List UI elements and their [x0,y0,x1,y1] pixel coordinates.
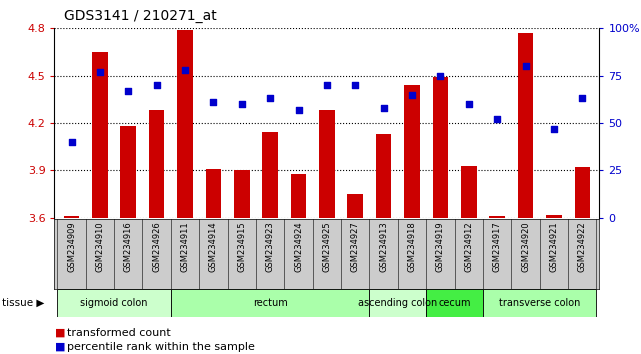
Text: GSM234911: GSM234911 [181,222,190,272]
Bar [92,52,108,218]
Point [435,73,445,79]
Text: GSM234910: GSM234910 [96,222,104,272]
Bar [206,169,221,218]
Bar [262,132,278,218]
Point [577,96,587,101]
Text: cecum: cecum [438,298,471,308]
Point [265,96,275,101]
Text: GSM234918: GSM234918 [408,222,417,272]
Text: ■: ■ [54,328,65,338]
Bar [404,85,420,218]
Text: GDS3141 / 210271_at: GDS3141 / 210271_at [64,9,217,23]
Point [123,88,133,94]
Bar [347,194,363,218]
Text: GSM234922: GSM234922 [578,222,587,272]
Bar [518,33,533,218]
Point [379,105,389,111]
Bar [234,170,249,218]
Text: sigmoid colon: sigmoid colon [80,298,148,308]
Bar [546,215,562,218]
Bar [426,289,483,317]
Bar [171,289,369,317]
Text: GSM234912: GSM234912 [464,222,473,272]
Point [151,82,162,88]
Text: GSM234925: GSM234925 [322,222,331,272]
Text: transverse colon: transverse colon [499,298,581,308]
Bar [369,289,426,317]
Point [322,82,332,88]
Text: transformed count: transformed count [67,328,171,338]
Text: ascending colon: ascending colon [358,298,437,308]
Bar [483,289,597,317]
Point [350,82,360,88]
Bar [291,173,306,218]
Bar [461,166,477,218]
Bar [121,126,136,218]
Text: GSM234919: GSM234919 [436,222,445,272]
Text: GSM234914: GSM234914 [209,222,218,272]
Point [95,69,105,75]
Point [549,126,559,132]
Text: GSM234917: GSM234917 [493,222,502,272]
Point [294,107,304,113]
Text: GSM234921: GSM234921 [549,222,558,272]
Text: ■: ■ [54,342,65,352]
Point [208,99,219,105]
Point [67,139,77,145]
Bar [63,216,79,218]
Point [407,92,417,97]
Point [463,101,474,107]
Text: percentile rank within the sample: percentile rank within the sample [67,342,255,352]
Bar [574,167,590,218]
Point [180,67,190,73]
Bar [376,134,392,218]
Text: GSM234923: GSM234923 [265,222,274,272]
Point [520,63,531,69]
Bar [489,216,505,218]
Text: GSM234916: GSM234916 [124,222,133,272]
Text: GSM234926: GSM234926 [152,222,161,272]
Text: GSM234924: GSM234924 [294,222,303,272]
Text: rectum: rectum [253,298,288,308]
Text: GSM234920: GSM234920 [521,222,530,272]
Bar [319,110,335,218]
Bar [57,289,171,317]
Point [237,101,247,107]
Text: GSM234927: GSM234927 [351,222,360,272]
Text: GSM234915: GSM234915 [237,222,246,272]
Text: tissue ▶: tissue ▶ [2,298,44,308]
Bar [177,30,193,218]
Text: GSM234909: GSM234909 [67,222,76,272]
Text: GSM234913: GSM234913 [379,222,388,272]
Bar [433,77,448,218]
Point [492,116,503,122]
Bar [149,110,165,218]
